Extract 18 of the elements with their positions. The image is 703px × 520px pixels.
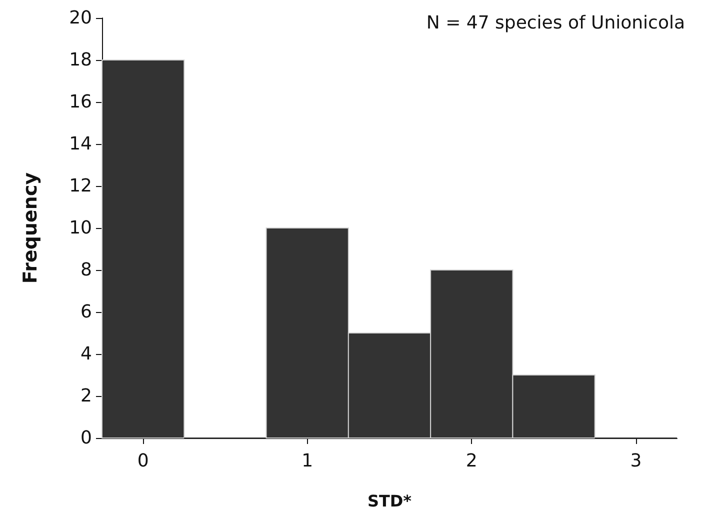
y-tick-label: 16 (69, 92, 92, 112)
y-tick-label: 10 (69, 218, 92, 238)
y-tick-label: 4 (80, 344, 92, 364)
y-axis-title: Frequency (20, 172, 42, 284)
y-tick-label: 8 (80, 260, 92, 280)
annotation: N = 47 species of Unionicola (426, 12, 686, 34)
y-tick-label: 0 (80, 428, 92, 448)
y-tick-label: 2 (80, 386, 92, 406)
x-axis-title: STD* (367, 492, 412, 510)
y-tick-label: 12 (69, 176, 92, 196)
y-tick-label: 14 (69, 134, 92, 154)
x-tick-label: 1 (302, 450, 314, 472)
x-tick-label: 0 (137, 450, 149, 472)
y-tick-label: 20 (69, 8, 92, 28)
y-tick-label: 18 (69, 50, 92, 70)
x-tick-label: 2 (466, 450, 478, 472)
y-tick-label: 6 (80, 302, 92, 322)
x-tick-label: 3 (630, 450, 642, 472)
